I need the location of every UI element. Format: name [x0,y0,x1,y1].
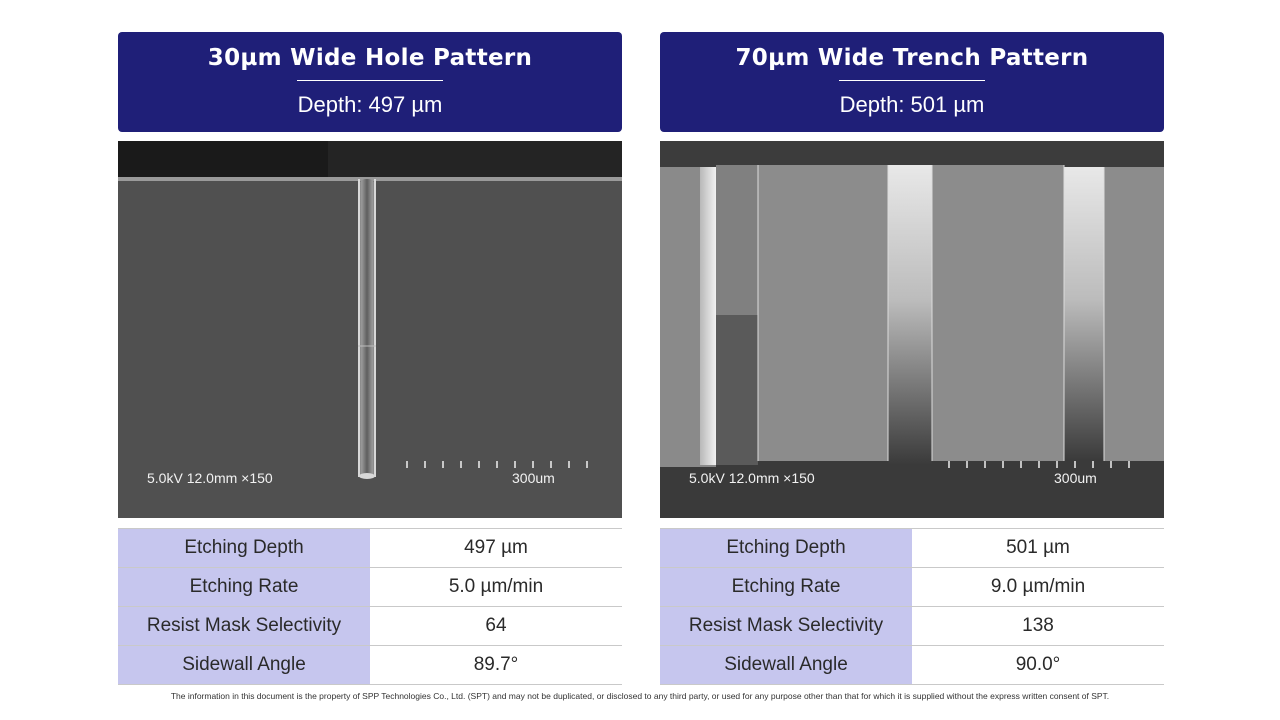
table-row: Resist Mask Selectivity 138 [660,606,1164,646]
row-value: 64 [370,606,622,646]
sem-image-trench: 5.0kV 12.0mm ×150 300um [660,141,1164,518]
hole-pattern-panel: 30µm Wide Hole Pattern Depth: 497 µm [118,32,622,685]
header-divider [839,80,985,81]
panel-title: 70µm Wide Trench Pattern [735,45,1089,71]
table-row: Resist Mask Selectivity 64 [118,606,622,646]
row-key: Resist Mask Selectivity [118,606,370,646]
row-value: 138 [912,606,1164,646]
confidentiality-footer: The information in this document is the … [170,691,1110,701]
trench-pattern-panel: 70µm Wide Trench Pattern Depth: 501 µm [660,32,1164,685]
row-value: 90.0° [912,645,1164,685]
row-key: Resist Mask Selectivity [660,606,912,646]
row-value: 9.0 µm/min [912,567,1164,607]
table-row: Sidewall Angle 90.0° [660,645,1164,685]
row-key: Sidewall Angle [118,645,370,685]
row-value: 5.0 µm/min [370,567,622,607]
panel-title: 30µm Wide Hole Pattern [207,45,533,71]
sem-hole-graphic [118,141,622,518]
table-row: Sidewall Angle 89.7° [118,645,622,685]
sem-scale-label: 300um [512,470,555,486]
row-key: Etching Rate [118,567,370,607]
spec-table-trench: Etching Depth 501 µm Etching Rate 9.0 µm… [660,528,1164,685]
sem-trench-graphic [660,141,1164,518]
row-key: Etching Rate [660,567,912,607]
table-row: Etching Depth 501 µm [660,528,1164,568]
panel-header: 30µm Wide Hole Pattern Depth: 497 µm [118,32,622,132]
panel-header: 70µm Wide Trench Pattern Depth: 501 µm [660,32,1164,132]
panel-depth: Depth: 501 µm [839,92,985,117]
row-key: Etching Depth [660,528,912,568]
header-divider [297,80,443,81]
table-row: Etching Rate 9.0 µm/min [660,567,1164,607]
sem-scale-label: 300um [1054,470,1097,486]
table-row: Etching Rate 5.0 µm/min [118,567,622,607]
row-value: 497 µm [370,528,622,568]
sem-image-hole: 5.0kV 12.0mm ×150 300um [118,141,622,518]
row-value: 89.7° [370,645,622,685]
sem-conditions-label: 5.0kV 12.0mm ×150 [147,470,273,486]
row-key: Sidewall Angle [660,645,912,685]
row-value: 501 µm [912,528,1164,568]
spec-table-hole: Etching Depth 497 µm Etching Rate 5.0 µm… [118,528,622,685]
panel-depth: Depth: 497 µm [297,92,443,117]
sem-conditions-label: 5.0kV 12.0mm ×150 [689,470,815,486]
row-key: Etching Depth [118,528,370,568]
table-row: Etching Depth 497 µm [118,528,622,568]
